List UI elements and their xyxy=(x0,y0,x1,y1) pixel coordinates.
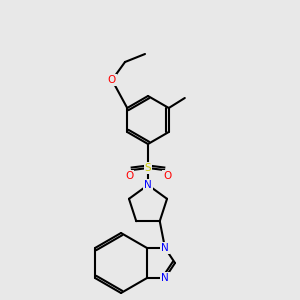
Text: S: S xyxy=(145,163,151,173)
Text: O: O xyxy=(108,75,116,85)
Text: N: N xyxy=(144,180,152,190)
Text: O: O xyxy=(125,171,133,181)
Text: N: N xyxy=(161,273,169,283)
Text: N: N xyxy=(161,243,169,253)
Text: O: O xyxy=(163,171,171,181)
